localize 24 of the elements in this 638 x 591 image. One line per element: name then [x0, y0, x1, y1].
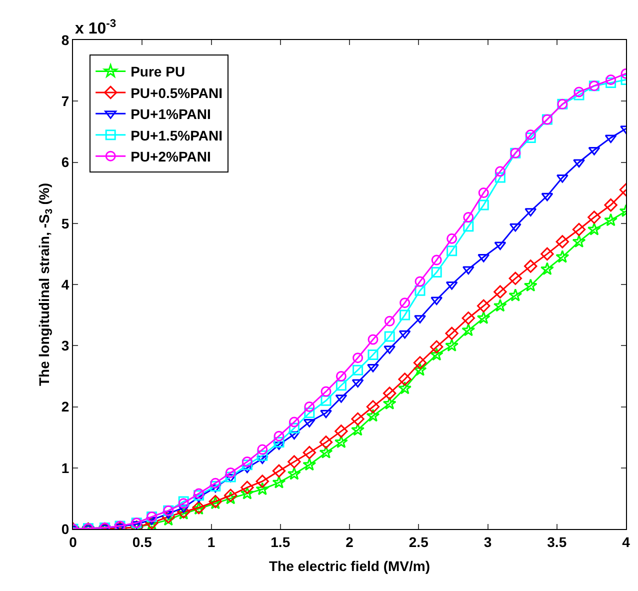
x-tick-label: 3	[484, 534, 492, 550]
x-tick-label: 3.5	[547, 534, 567, 550]
x-tick-label: 1.5	[270, 534, 290, 550]
y-tick-label: 5	[61, 215, 70, 232]
legend-label: PU+1.5%PANI	[130, 127, 223, 144]
legend-label: PU+0.5%PANI	[130, 84, 223, 101]
legend-label: PU+2%PANI	[130, 148, 211, 165]
y-tick-label: 0	[61, 520, 70, 537]
y-tick-label: 4	[61, 276, 70, 292]
x-tick-label: 1	[207, 534, 216, 550]
x-axis-title: The electric field (MV/m)	[268, 558, 430, 574]
x-tick-label: 4	[622, 534, 630, 550]
x-tick-label: 2	[346, 534, 354, 550]
y-tick-label: 7	[61, 93, 70, 110]
y-tick-label: 3	[61, 338, 70, 354]
text: x 10$^{-3}$	[75, 18, 116, 38]
legend-label: Pure PU	[130, 64, 186, 80]
y-tick-label: 1	[61, 460, 70, 476]
y-tick-label: 8	[61, 32, 70, 48]
y-tick-label: 6	[61, 154, 70, 170]
x-tick-label: 0.5	[132, 534, 152, 550]
legend-label: PU+1%PANI	[130, 106, 211, 122]
y-tick-label: 2	[61, 398, 70, 415]
x-tick-label: 2.5	[408, 534, 429, 550]
